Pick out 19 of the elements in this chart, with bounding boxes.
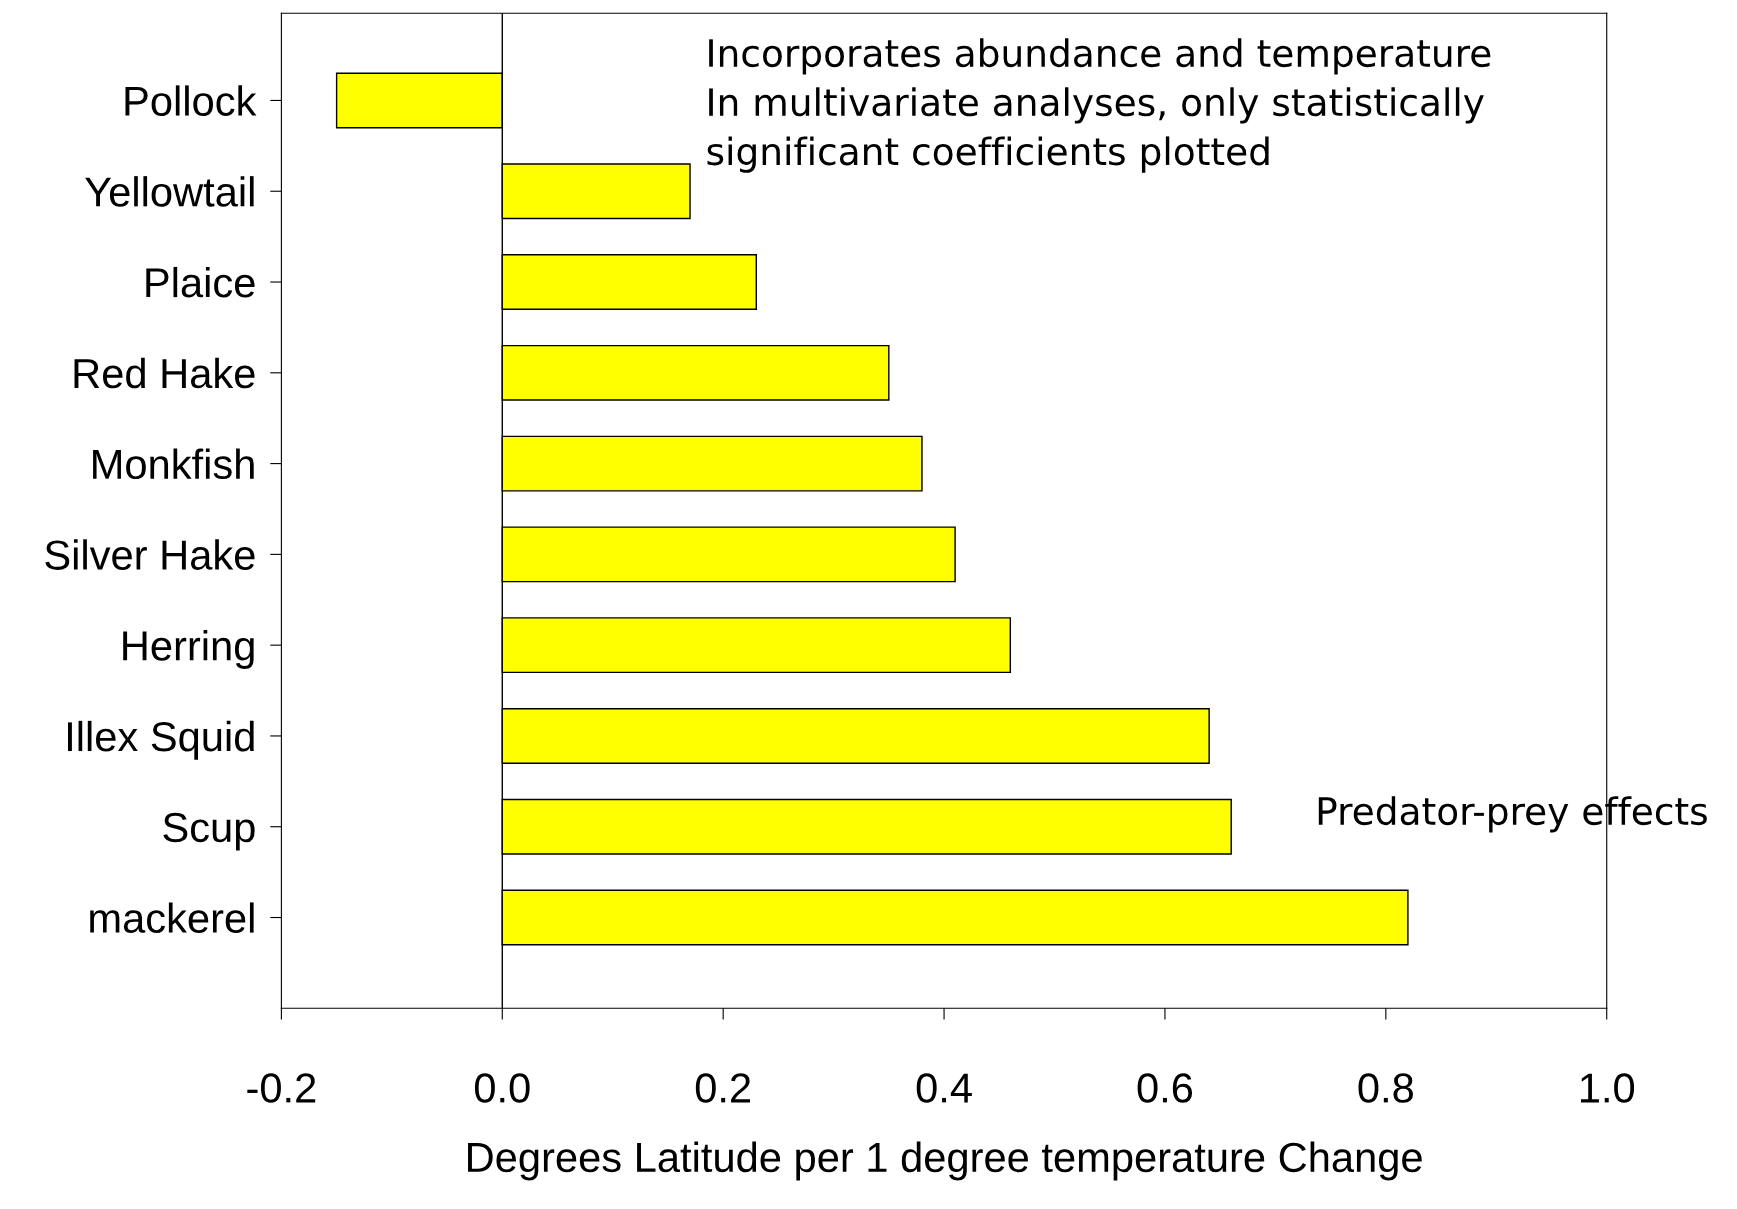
y-tick-label: mackerel <box>90 902 254 934</box>
x-axis-title: Degrees Latitude per 1 degree temperature Change <box>468 1141 1422 1181</box>
y-tick-label: Yellowtail <box>85 176 254 207</box>
x-tick-label: 0.4 <box>916 1073 972 1103</box>
y-tick-label: Illex Squid <box>68 720 254 760</box>
y-tick-label: Plaice <box>146 266 255 298</box>
y-tick-label: Red Hake <box>74 357 255 389</box>
y-tick-label: Herring <box>123 630 254 669</box>
x-tick-label: 0.2 <box>695 1073 751 1103</box>
annotation: Incorporates abundance and temperature In multivariate analyses, only statistically significant coefficients plotted <box>707 38 1491 173</box>
y-tick-label: Scup <box>163 812 255 851</box>
y-tick-label: Monkfish <box>93 448 254 480</box>
x-tick-label: 0.6 <box>1137 1073 1193 1103</box>
x-tick-label: -0.2 <box>247 1073 316 1103</box>
y-tick-label: Pollock <box>125 85 257 116</box>
x-tick-label: 0.8 <box>1358 1073 1413 1103</box>
x-tick-label: 1.0 <box>1580 1073 1635 1103</box>
y-tick-label: Silver Hake <box>45 539 255 570</box>
x-tick-label: 0.0 <box>474 1073 530 1103</box>
